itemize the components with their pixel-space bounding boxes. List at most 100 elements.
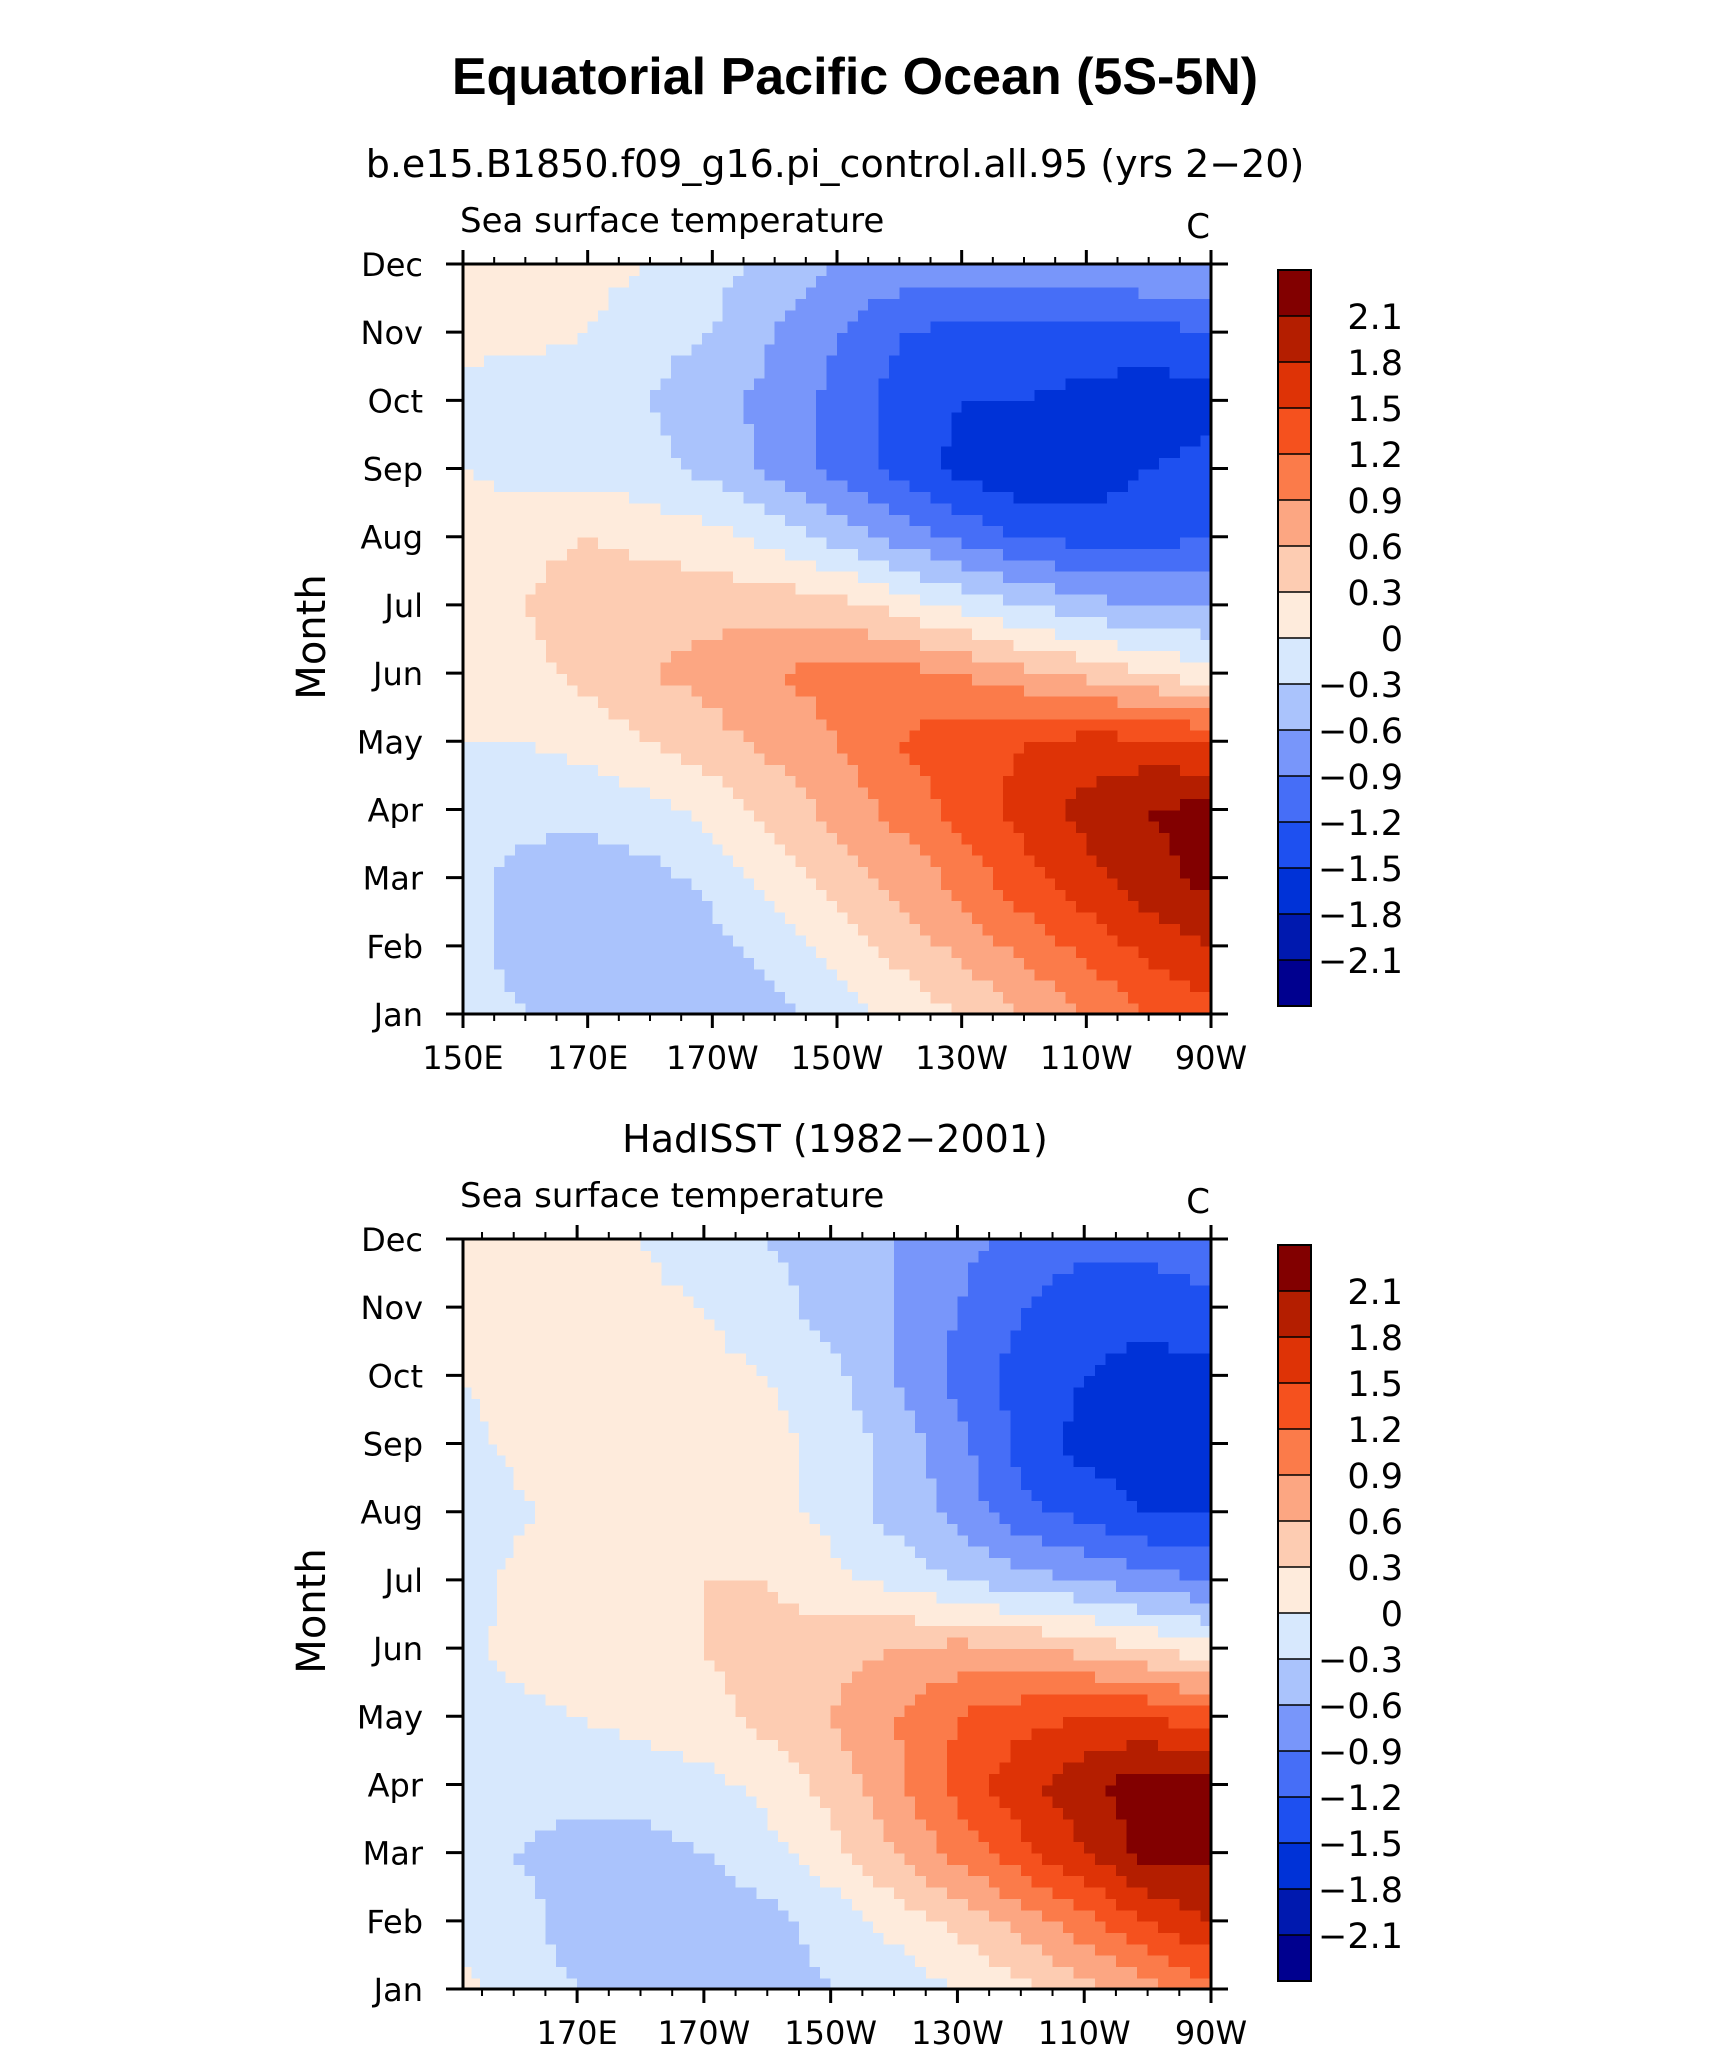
field-cell: [1190, 661, 1202, 674]
field-cell: [670, 582, 682, 595]
field-cell: [961, 491, 973, 504]
field-cell: [1179, 957, 1192, 970]
field-cell: [930, 559, 942, 572]
field-cell: [743, 991, 755, 1004]
field-cell: [909, 798, 921, 811]
field-cell: [618, 820, 631, 833]
field-cell: [1148, 650, 1160, 663]
field-cell: [483, 411, 495, 424]
field-cell: [1117, 661, 1129, 674]
field-cell: [577, 309, 589, 322]
field-cell: [514, 445, 527, 458]
field-cell: [847, 502, 859, 515]
field-cell: [546, 775, 558, 788]
field-cell: [1003, 536, 1015, 549]
field-cell: [1034, 332, 1046, 345]
field-cell: [660, 718, 672, 731]
field-cell: [514, 911, 527, 924]
field-cell: [857, 729, 869, 743]
field-cell: [920, 809, 932, 822]
field-cell: [868, 400, 880, 413]
field-cell: [504, 911, 516, 924]
field-cell: [847, 479, 859, 493]
field-cell: [691, 366, 703, 379]
field-cell: [681, 741, 693, 754]
field-cell: [743, 945, 755, 958]
field-cell: [1190, 968, 1202, 981]
field-cell: [1044, 661, 1056, 674]
field-cell: [496, 1920, 507, 1933]
field-cell: [504, 525, 516, 538]
field-cell: [1169, 843, 1181, 856]
field-cell: [566, 843, 579, 856]
field-cell: [992, 298, 1005, 311]
field-cell: [753, 627, 766, 640]
field-cell: [795, 479, 807, 493]
field-cell: [463, 1920, 473, 1933]
field-cell: [473, 343, 485, 356]
field-cell: [992, 673, 1005, 686]
field-cell: [805, 673, 818, 686]
field-cell: [1034, 298, 1046, 311]
field-cell: [587, 923, 599, 936]
field-cell: [1190, 354, 1202, 368]
field-cell: [972, 570, 984, 583]
field-cell: [1200, 377, 1212, 390]
field-cell: [1190, 979, 1202, 993]
field-cell: [1117, 1002, 1129, 1015]
field-cell: [535, 377, 547, 390]
field-cell: [598, 343, 610, 356]
field-cell: [805, 707, 818, 720]
field-cell: [463, 559, 475, 572]
field-cell: [1055, 411, 1067, 424]
field-cell: [982, 911, 994, 924]
field-cell: [1159, 729, 1171, 743]
field-cell: [1117, 343, 1129, 356]
field-cell: [753, 729, 766, 743]
field-cell: [525, 798, 537, 811]
field-cell: [774, 366, 786, 379]
field-cell: [951, 377, 963, 390]
field-cell: [888, 354, 901, 368]
field-cell: [556, 957, 568, 970]
field-cell: [681, 570, 693, 583]
field-cell: [878, 332, 890, 345]
field-cell: [1159, 843, 1171, 856]
field-cell: [837, 468, 849, 481]
field-cell: [930, 616, 942, 629]
field-cell: [660, 491, 672, 504]
field-cell: [743, 354, 755, 368]
field-cell: [1044, 786, 1056, 799]
field-cell: [556, 309, 568, 322]
field-cell: [598, 798, 610, 811]
field-cell: [1096, 593, 1108, 606]
field-cell: [1200, 604, 1212, 618]
field-cell: [463, 1966, 473, 1979]
field-cell: [566, 820, 579, 833]
field-cell: [1138, 548, 1150, 561]
field-cell: [753, 264, 766, 277]
field-cell: [463, 673, 475, 686]
field-cell: [473, 491, 485, 504]
field-cell: [888, 366, 901, 379]
field-cell: [639, 877, 651, 890]
field-cell: [712, 548, 724, 561]
colorbar-label: −0.9: [1318, 758, 1403, 798]
field-cell: [1179, 673, 1192, 686]
field-cell: [1086, 366, 1098, 379]
field-cell: [857, 650, 869, 663]
field-cell: [473, 741, 485, 754]
field-cell: [920, 627, 932, 640]
field-cell: [670, 741, 682, 754]
field-cell: [525, 298, 537, 311]
field-cell: [587, 741, 599, 754]
field-cell: [1200, 741, 1212, 754]
field-cell: [940, 582, 953, 595]
field-cell: [525, 320, 537, 333]
field-cell: [1159, 479, 1171, 493]
field-cell: [1013, 866, 1025, 879]
field-cell: [753, 536, 766, 549]
field-cell: [847, 661, 859, 674]
field-cell: [608, 320, 620, 333]
field-cell: [722, 593, 734, 606]
